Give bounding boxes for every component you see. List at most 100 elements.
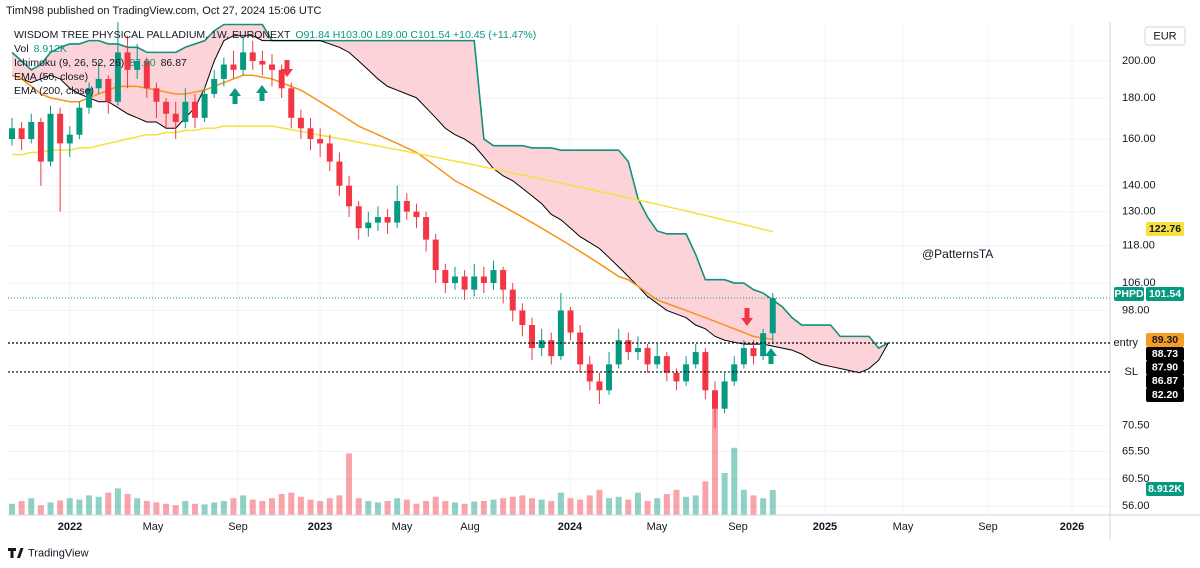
publisher-text: TimN98 published on TradingView.com, Oct… xyxy=(6,5,322,17)
candle-body xyxy=(18,128,25,140)
volume-bar xyxy=(711,400,718,515)
price-badge-text: 101.54 xyxy=(1149,288,1181,300)
candle-body xyxy=(365,222,372,229)
price-badge-text: 89.30 xyxy=(1152,334,1178,346)
volume-bar xyxy=(760,498,767,515)
candle-body xyxy=(249,52,256,62)
candle-body xyxy=(760,333,767,357)
candle-body xyxy=(307,128,314,140)
volume-bar xyxy=(740,489,747,515)
candle-body xyxy=(692,352,699,365)
candle-body xyxy=(191,101,198,118)
volume-bar xyxy=(28,498,35,515)
x-tick-label: Sep xyxy=(228,521,248,533)
level-label: SL xyxy=(1125,366,1138,378)
candle-body xyxy=(220,64,227,79)
volume-bar xyxy=(519,495,526,515)
volume-bar xyxy=(153,502,160,515)
volume-bar xyxy=(346,453,353,515)
volume-bar xyxy=(18,501,25,515)
y-tick-label: 60.50 xyxy=(1122,473,1150,485)
price-badge-text: 82.20 xyxy=(1152,389,1178,401)
candle-body xyxy=(634,348,641,353)
currency[interactable]: EUR xyxy=(1153,30,1176,42)
y-tick-label: 56.00 xyxy=(1122,500,1150,512)
candle-body xyxy=(95,78,102,89)
volume-bar xyxy=(288,492,295,515)
y-tick-label: 130.00 xyxy=(1122,206,1156,218)
volume-bar xyxy=(394,498,401,515)
price-badge xyxy=(1146,374,1184,389)
price-badge xyxy=(1146,360,1184,375)
volume-bar xyxy=(634,492,641,515)
x-tick-label: Aug xyxy=(460,521,480,533)
candle-body xyxy=(490,270,497,284)
candle-body xyxy=(346,185,353,207)
candle-body xyxy=(731,364,738,382)
price-badge-text: 8.912K xyxy=(1148,483,1182,495)
volume-bar xyxy=(509,496,516,515)
time-axis xyxy=(0,515,1110,540)
y-tick-label: 65.50 xyxy=(1122,445,1150,457)
candle-body xyxy=(66,134,73,144)
candle-body xyxy=(577,332,584,365)
candle-body xyxy=(615,340,622,365)
candle-body xyxy=(471,276,478,290)
arrow-up xyxy=(229,88,241,104)
volume-bar xyxy=(355,498,362,515)
legend-value: 87.90 xyxy=(129,57,156,69)
arrow-down xyxy=(281,60,293,77)
legend-label: Vol xyxy=(14,43,29,55)
y-tick-label: 160.00 xyxy=(1122,133,1156,145)
volume-bar xyxy=(644,501,651,515)
candle-body xyxy=(663,356,670,373)
candle-body xyxy=(288,88,295,118)
volume-bar xyxy=(47,502,54,515)
volume-bar xyxy=(211,502,218,515)
chart-title: WISDOM TREE PHYSICAL PALLADIUM, 1W, EURO… xyxy=(14,29,291,41)
candle-body xyxy=(211,78,218,94)
watermark: @PatternsTA xyxy=(922,247,993,261)
x-tick-label: 2022 xyxy=(58,521,82,533)
candle-body xyxy=(37,121,44,162)
volume-bar xyxy=(105,492,112,515)
volume-bar xyxy=(384,501,391,515)
volume-bar xyxy=(615,496,622,515)
y-tick-label: 200.00 xyxy=(1122,55,1156,67)
legend-label: EMA (50, close) xyxy=(14,71,89,83)
ohlc: O91.84 H103.00 L89.00 C101.54 +10.45 (+1… xyxy=(295,29,537,41)
volume-bar xyxy=(577,499,584,515)
legend-value: 8.912K xyxy=(33,43,67,55)
candle-body xyxy=(606,364,613,391)
volume-bar xyxy=(721,473,728,515)
currency-button[interactable] xyxy=(1144,26,1186,46)
candle-body xyxy=(461,276,468,290)
candle-body xyxy=(519,310,526,326)
price-badge-text: 87.90 xyxy=(1152,361,1178,373)
volume-bar xyxy=(442,501,449,515)
price-badge-text: PHPD xyxy=(1114,288,1144,300)
candle-body xyxy=(153,88,160,102)
candle-body xyxy=(480,276,487,284)
candle-body xyxy=(548,340,555,357)
price-badge xyxy=(1146,388,1184,402)
volume-bar xyxy=(307,499,314,515)
legend-label: Ichimoku (9, 26, 52, 26) xyxy=(14,57,125,69)
x-tick-label: May xyxy=(392,521,413,533)
volume-bar xyxy=(134,498,141,515)
x-tick-label: Sep xyxy=(978,521,998,533)
volume-bar xyxy=(500,498,507,515)
y-tick-label: 118.00 xyxy=(1122,239,1155,251)
volume-bar xyxy=(683,496,690,515)
price-badge xyxy=(1146,333,1184,347)
legend-volume: Vol 8.912K xyxy=(14,42,72,56)
candle-body xyxy=(57,113,64,144)
candle-body xyxy=(509,289,516,311)
price-axis xyxy=(1110,0,1200,540)
candle-body xyxy=(86,88,93,108)
level-label: entry xyxy=(1114,337,1139,349)
volume-bar xyxy=(76,499,83,515)
price-badge-text: 88.73 xyxy=(1152,348,1178,360)
volume-bar xyxy=(86,495,93,515)
